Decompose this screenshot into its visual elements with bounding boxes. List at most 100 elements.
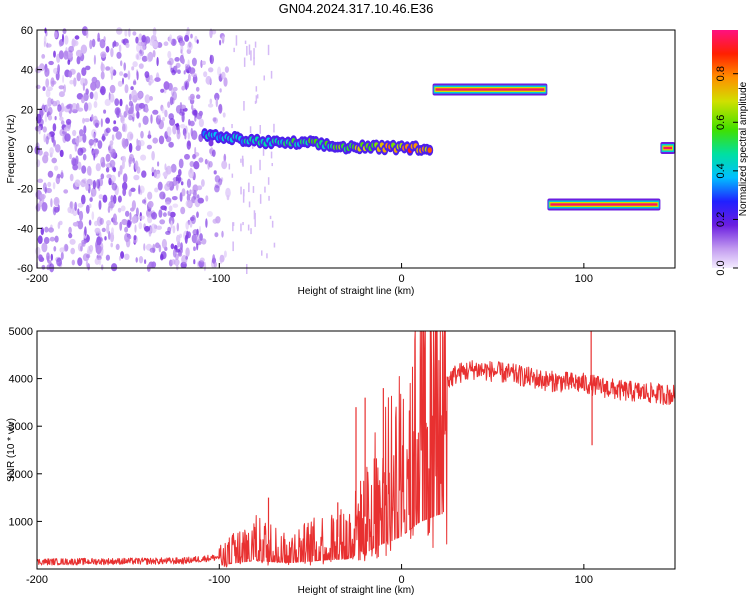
- noise-speckle: [184, 63, 188, 70]
- noise-speckle: [165, 230, 171, 235]
- noise-speckle: [46, 264, 50, 271]
- noise-streak: [246, 45, 248, 56]
- noise-speckle: [127, 70, 131, 80]
- noise-speckle: [116, 27, 123, 35]
- noise-speckle: [132, 157, 135, 164]
- noise-streak: [255, 95, 258, 103]
- noise-speckle: [146, 52, 153, 63]
- noise-speckle: [63, 189, 69, 194]
- noise-speckle: [142, 199, 146, 204]
- y-tick-label: 20: [21, 104, 33, 116]
- noise-streak: [243, 189, 245, 197]
- noise-speckle: [111, 182, 118, 191]
- noise-speckle: [122, 139, 128, 149]
- noise-speckle: [192, 229, 199, 236]
- noise-streak: [273, 123, 275, 133]
- noise-speckle: [212, 218, 218, 224]
- noise-speckle: [38, 254, 43, 261]
- track-core: [427, 147, 432, 153]
- noise-speckle: [169, 211, 176, 218]
- noise-speckle: [189, 120, 195, 127]
- noise-speckle: [59, 247, 65, 253]
- noise-speckle: [123, 62, 126, 71]
- noise-speckle: [51, 80, 57, 85]
- noise-streak: [264, 186, 266, 193]
- noise-speckle: [154, 187, 159, 193]
- noise-speckle: [128, 100, 133, 107]
- noise-streak: [228, 163, 231, 170]
- noise-speckle: [44, 67, 50, 78]
- noise-speckle: [119, 112, 122, 117]
- noise-speckle: [52, 182, 56, 190]
- noise-streak: [240, 186, 242, 195]
- noise-speckle: [100, 173, 105, 180]
- snr-marks: [36, 330, 676, 568]
- noise-speckle: [181, 254, 188, 265]
- noise-speckle: [198, 118, 204, 128]
- noise-speckle: [84, 226, 87, 236]
- noise-speckle: [111, 134, 115, 141]
- noise-streak: [271, 220, 274, 228]
- noise-speckle: [160, 205, 167, 211]
- noise-streak: [240, 158, 242, 163]
- noise-speckle: [97, 37, 101, 42]
- noise-speckle: [81, 194, 86, 205]
- noise-speckle: [124, 253, 130, 260]
- noise-speckle: [105, 153, 111, 162]
- noise-speckle: [141, 55, 148, 62]
- noise-speckle: [105, 46, 110, 53]
- noise-speckle: [115, 243, 120, 250]
- noise-speckle: [174, 57, 180, 62]
- noise-speckle: [136, 138, 139, 146]
- noise-speckle: [193, 189, 197, 200]
- noise-speckle: [131, 89, 138, 100]
- spectrogram-x-label: Height of straight line (km): [298, 286, 415, 297]
- noise-speckle: [53, 50, 56, 58]
- noise-speckle: [164, 163, 167, 171]
- noise-speckle: [130, 207, 135, 212]
- y-tick-label: 5000: [9, 326, 33, 338]
- snr-y-ticks: 1000 2000 3000 4000 5000: [9, 326, 42, 528]
- noise-speckle: [163, 81, 170, 90]
- noise-speckle: [52, 123, 57, 132]
- noise-speckle: [190, 33, 193, 39]
- noise-streak: [246, 264, 248, 274]
- noise-speckle: [98, 200, 102, 210]
- noise-speckle: [204, 158, 208, 165]
- noise-streak: [248, 44, 251, 55]
- noise-speckle: [176, 222, 179, 232]
- noise-speckle: [189, 67, 196, 75]
- spectrogram-y-ticks: -60 -40 -20 0 20 40 60: [17, 25, 42, 275]
- noise-speckle: [180, 242, 183, 251]
- noise-speckle: [212, 117, 217, 122]
- noise-speckle: [190, 127, 193, 137]
- noise-speckle: [131, 216, 137, 224]
- noise-speckle: [152, 109, 159, 115]
- noise-speckle: [54, 116, 57, 121]
- noise-speckle: [132, 61, 138, 68]
- noise-speckle: [119, 165, 123, 175]
- noise-speckle: [55, 198, 59, 204]
- noise-speckle: [86, 165, 92, 176]
- noise-streak: [235, 35, 238, 46]
- snr-frame: [36, 330, 676, 570]
- noise-speckle: [166, 180, 173, 188]
- noise-speckle: [46, 187, 50, 193]
- noise-speckle: [68, 45, 74, 53]
- noise-speckle: [144, 225, 151, 232]
- noise-speckle: [125, 237, 131, 248]
- noise-speckle: [99, 39, 106, 49]
- noise-speckle: [59, 110, 63, 118]
- noise-speckle: [53, 246, 57, 252]
- noise-speckle: [154, 77, 161, 82]
- noise-speckle: [99, 88, 105, 94]
- y-tick-label: -20: [17, 184, 33, 196]
- noise-speckle: [82, 133, 87, 143]
- noise-speckle: [58, 85, 65, 90]
- noise-speckle: [173, 258, 180, 266]
- noise-speckle: [46, 252, 50, 261]
- noise-streak: [248, 182, 250, 193]
- noise-speckle: [196, 185, 203, 191]
- colorbar-label: Normalized spectral amplitude: [738, 81, 749, 216]
- noise-speckle: [120, 60, 123, 67]
